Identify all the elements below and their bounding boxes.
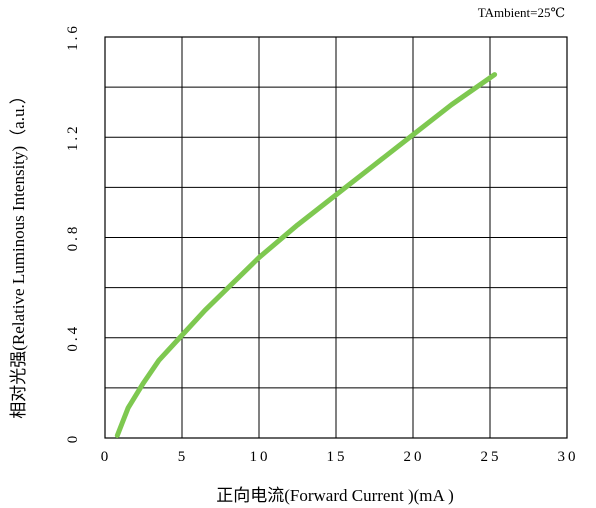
y-tick-labels: 0 0.4 0.8 1.2 1.6: [65, 23, 81, 443]
y-axis-title: 相对光强(Relative Luminous Intensity)（a.u.）: [9, 87, 28, 418]
plot-frame: [104, 36, 568, 439]
x-tick-label: 0: [101, 449, 112, 465]
x-tick-label: 25: [481, 449, 502, 465]
x-tick-label: 30: [558, 449, 579, 465]
condition-label: TAmbient=25℃: [478, 5, 565, 20]
grid: [104, 36, 568, 439]
y-tick-label: 1.6: [65, 23, 81, 51]
x-tick-label: 15: [327, 449, 348, 465]
series-group: [114, 72, 498, 438]
x-axis-title: 正向电流(Forward Current )(mA ): [216, 486, 454, 505]
x-tick-labels: 0 5 10 15 20 25 30: [101, 449, 579, 465]
y-tick-label: 0.4: [65, 324, 81, 352]
y-tick-label: 0: [65, 433, 81, 444]
x-tick-label: 20: [404, 449, 425, 465]
x-tick-label: 5: [178, 449, 189, 465]
x-tick-label: 10: [250, 449, 271, 465]
series-line: [114, 72, 498, 438]
y-tick-label: 1.2: [65, 123, 81, 151]
y-tick-label: 0.8: [65, 224, 81, 252]
